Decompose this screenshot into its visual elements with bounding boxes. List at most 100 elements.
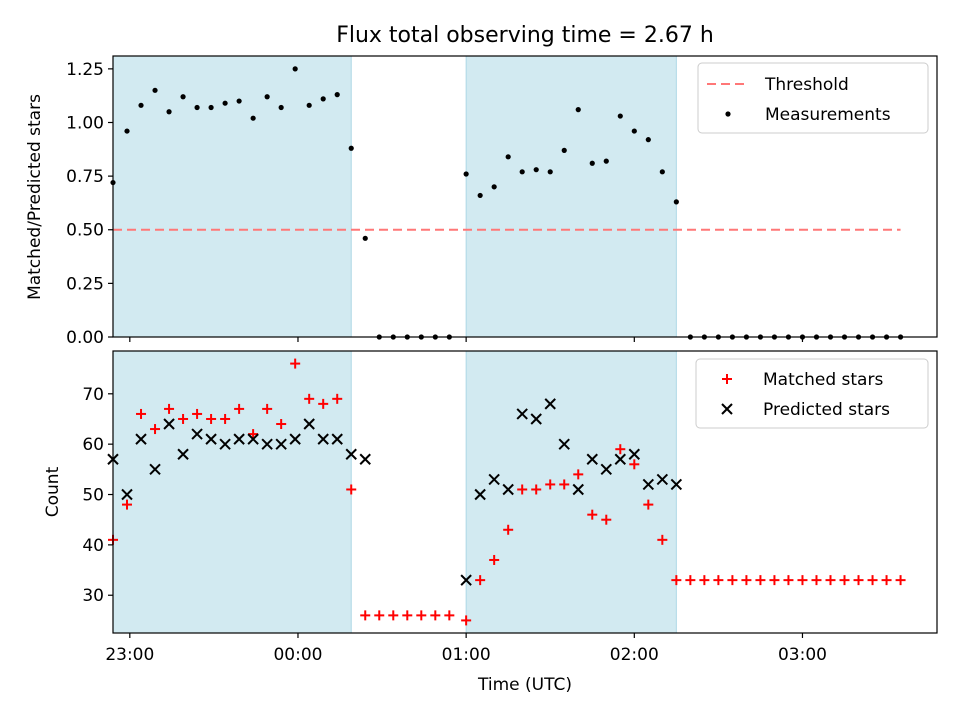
- figure-title: Flux total observing time = 2.67 h: [336, 23, 714, 48]
- matched-star-point: [657, 534, 668, 545]
- matched-star-point: [713, 575, 724, 586]
- bottom-legend-box: [695, 358, 929, 429]
- legend-matched-label: Matched stars: [763, 370, 883, 390]
- measurement-point: [306, 102, 312, 108]
- x-tick-label: 01:00: [442, 645, 491, 665]
- bottom-axes-frame: [112, 350, 938, 634]
- predicted-star-point: [460, 574, 472, 586]
- matched-star-point: [444, 610, 455, 621]
- y-tick-label: 50: [82, 486, 104, 506]
- measurement-point: [362, 235, 368, 241]
- matched-star-point: [503, 524, 514, 535]
- measurement-point: [533, 167, 539, 173]
- top-shaded-intervals: [112, 55, 677, 338]
- predicted-star-point: [614, 453, 626, 465]
- matched-star-point: [629, 459, 640, 470]
- predicted-star-point: [275, 438, 287, 450]
- measurement-point: [463, 171, 469, 177]
- predicted-star-point: [149, 463, 161, 476]
- predicted-star-point: [191, 428, 203, 440]
- measurement-point: [491, 184, 497, 190]
- measurement-point: [250, 115, 256, 121]
- shaded-interval-1: [465, 55, 677, 338]
- predicted-star-point: [177, 448, 189, 460]
- y-tick-label: 60: [82, 435, 104, 455]
- matched-star-point: [699, 575, 710, 586]
- measurement-point: [320, 96, 326, 102]
- measurement-point: [631, 128, 637, 134]
- top-axes-frame: [112, 55, 938, 338]
- matched-star-point: [559, 479, 570, 490]
- matched-star-point: [895, 575, 906, 586]
- predicted-star-point: [345, 448, 357, 460]
- matched-star-point: [867, 575, 878, 586]
- x-tick-label: 00:00: [273, 645, 322, 665]
- top-panel: 0.00 0.25 0.50 0.75 1.00 1.25 Matched/Predict…: [25, 55, 938, 348]
- predicted-star-point: [544, 398, 556, 410]
- matched-star-point: [164, 403, 175, 414]
- predicted-star-point: [628, 448, 641, 460]
- legend-predicted-marker: [721, 403, 733, 415]
- x-tick-label: 03:00: [778, 645, 827, 665]
- shaded-interval-0: [112, 350, 352, 634]
- legend-threshold-label: Threshold: [764, 75, 849, 95]
- measurement-point: [659, 169, 665, 175]
- matched-star-point: [304, 393, 315, 404]
- matched-star-point: [122, 499, 133, 510]
- top-legend: Threshold Measurements: [697, 62, 929, 134]
- measurement-point: [222, 100, 228, 106]
- predicted-star-point: [233, 433, 245, 445]
- matched-star-point: [643, 499, 654, 510]
- matched-star-point: [192, 408, 203, 419]
- top-y-axis-ticks: 0.00 0.25 0.50 0.75 1.00 1.25: [66, 60, 113, 348]
- y-tick-label: 70: [82, 385, 104, 405]
- x-tick-label: 02:00: [610, 645, 659, 665]
- matched-star-point: [587, 509, 598, 520]
- predicted-star-point: [670, 478, 683, 491]
- predicted-star-point: [572, 483, 584, 496]
- bottom-x-axis-ticks: 23:00 00:00 01:00 02:00 03:00: [105, 633, 827, 665]
- matched-star-point: [332, 393, 343, 404]
- matched-star-point: [346, 484, 357, 495]
- predicted-star-point: [219, 438, 231, 450]
- matched-star-point: [489, 554, 500, 565]
- predicted-star-point: [331, 433, 343, 445]
- measurement-point: [138, 102, 144, 108]
- matched-star-point: [671, 575, 682, 586]
- measurement-point: [264, 94, 270, 100]
- bottom-y-axis-ticks: 30 40 50 60 70: [82, 385, 113, 606]
- matched-star-point: [769, 575, 780, 586]
- legend-matched-swatch: [722, 374, 732, 384]
- matched-star-point: [685, 575, 696, 586]
- measurement-point: [236, 98, 242, 104]
- shaded-interval-0: [112, 55, 352, 338]
- matched-star-point: [531, 484, 542, 495]
- measurement-point: [589, 160, 595, 166]
- matched-star-point: [178, 413, 189, 424]
- matched-star-point: [545, 479, 556, 490]
- predicted-star-point: [205, 433, 217, 445]
- y-tick-label: 0.25: [66, 274, 104, 294]
- matched-star-point: [741, 575, 752, 586]
- predicted-star-point: [135, 433, 147, 445]
- matched-star-point: [811, 575, 822, 586]
- measurement-point: [166, 109, 172, 115]
- matched-star-point: [136, 408, 147, 419]
- bottom-y-axis-label: Count: [43, 466, 63, 517]
- matched-star-point: [248, 429, 259, 440]
- bottom-shaded-intervals: [112, 350, 677, 634]
- matched-star-point: [388, 610, 399, 621]
- y-tick-label: 1.25: [66, 60, 104, 80]
- matched-star-point: [853, 575, 864, 586]
- predicted-star-point: [516, 408, 528, 420]
- matched-star-point: [573, 469, 584, 480]
- measurement-point: [208, 104, 214, 111]
- predicted-star-point: [600, 463, 612, 476]
- matched-star-point: [402, 610, 413, 621]
- matched-star-point: [825, 575, 836, 586]
- predicted-star-point: [502, 483, 514, 496]
- measurement-point: [477, 192, 483, 199]
- legend-predicted-swatch: [721, 403, 733, 415]
- matched-star-point: [755, 575, 766, 586]
